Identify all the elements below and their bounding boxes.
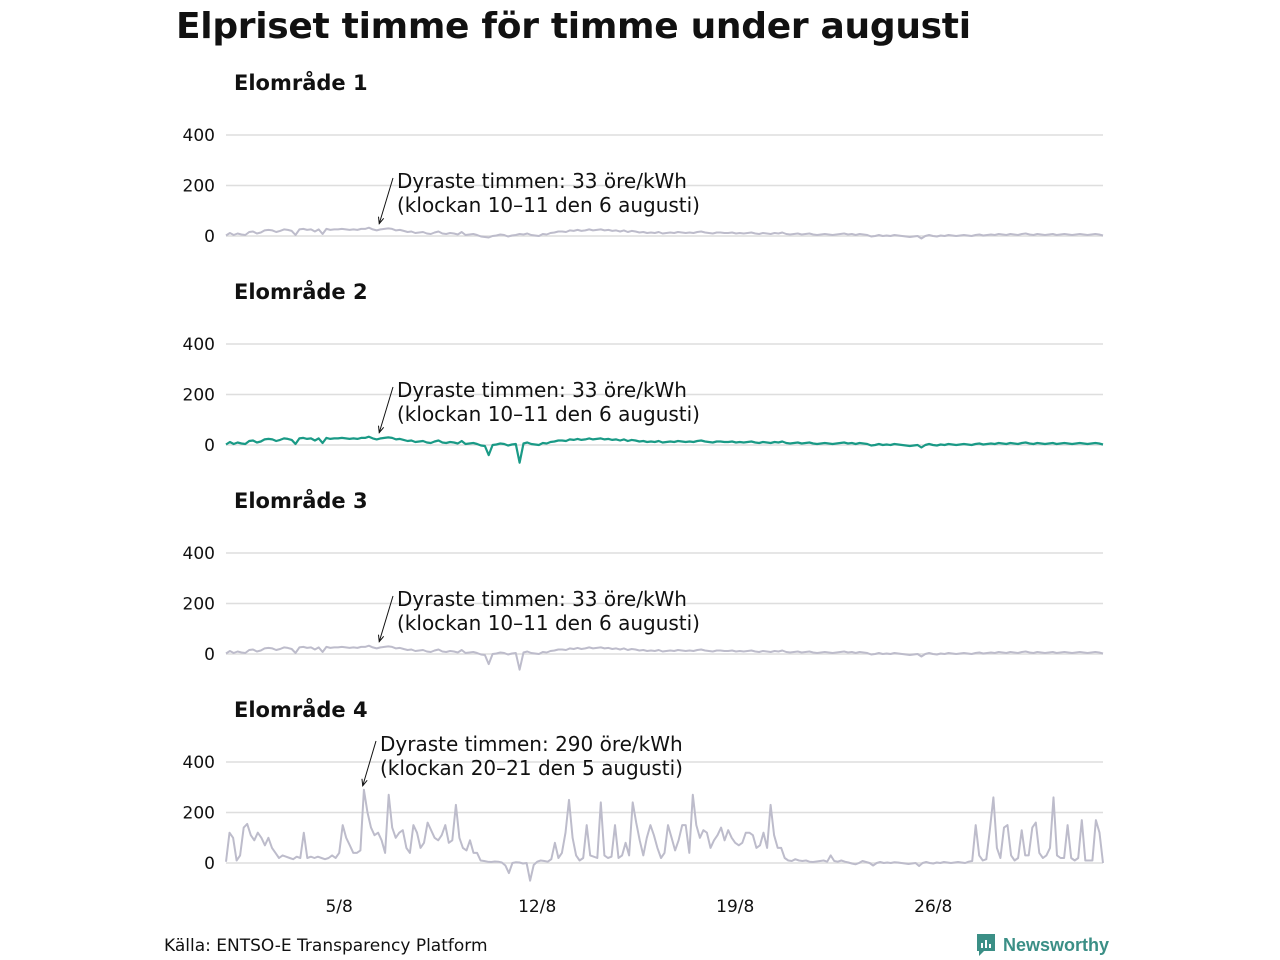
panel-title: Elområde 2 <box>234 279 368 304</box>
panel-title: Elområde 1 <box>234 70 368 95</box>
annotation-arrowhead <box>377 216 385 225</box>
annotation-text: (klockan 10–11 den 6 augusti) <box>397 611 700 635</box>
y-tick-label: 200 <box>183 177 215 197</box>
annotation-text: Dyraste timmen: 33 öre/kWh <box>397 169 687 193</box>
x-tick-label: 19/8 <box>716 897 754 917</box>
annotation-arrowhead <box>377 634 385 643</box>
annotation-arrowhead <box>361 778 368 788</box>
y-tick-label: 0 <box>204 854 215 874</box>
annotation-arrow <box>378 386 394 433</box>
y-tick-label: 200 <box>183 595 215 615</box>
annotation-arrowhead <box>377 425 385 434</box>
panel-title: Elområde 4 <box>234 697 368 722</box>
y-tick-label: 0 <box>204 227 215 247</box>
x-tick-label: 5/8 <box>325 897 352 917</box>
annotation-arrow <box>378 595 394 642</box>
x-tick-label: 26/8 <box>914 897 952 917</box>
annotation-text: (klockan 20–21 den 5 augusti) <box>380 756 683 780</box>
series-line <box>225 435 1104 464</box>
annotation-text: Dyraste timmen: 33 öre/kWh <box>397 378 687 402</box>
y-tick-label: 400 <box>183 544 215 564</box>
annotation-text: (klockan 10–11 den 6 augusti) <box>397 402 700 426</box>
panel-title: Elområde 3 <box>234 488 368 513</box>
annotation-text: Dyraste timmen: 290 öre/kWh <box>380 732 683 756</box>
series-line <box>225 226 1104 240</box>
annotation-arrow <box>362 740 377 786</box>
annotation-text: Dyraste timmen: 33 öre/kWh <box>397 587 687 611</box>
y-tick-label: 0 <box>204 436 215 456</box>
y-tick-label: 400 <box>183 126 215 146</box>
chart-title: Elpriset timme för timme under augusti <box>176 6 971 47</box>
y-tick-label: 400 <box>183 753 215 773</box>
x-tick-label: 12/8 <box>518 897 556 917</box>
brand-name: Newsworthy <box>1003 934 1110 955</box>
y-tick-label: 200 <box>183 804 215 824</box>
y-tick-label: 0 <box>204 645 215 665</box>
series-line <box>225 644 1104 671</box>
annotation-arrow <box>378 177 394 224</box>
series-line <box>225 788 1104 882</box>
y-tick-label: 400 <box>183 335 215 355</box>
newsworthy-logo-icon <box>977 934 995 956</box>
brand-logo[interactable]: Newsworthy <box>975 931 1109 959</box>
y-tick-label: 200 <box>183 386 215 406</box>
annotation-text: (klockan 10–11 den 6 augusti) <box>397 193 700 217</box>
source-credit: Källa: ENTSO-E Transparency Platform <box>164 936 488 956</box>
